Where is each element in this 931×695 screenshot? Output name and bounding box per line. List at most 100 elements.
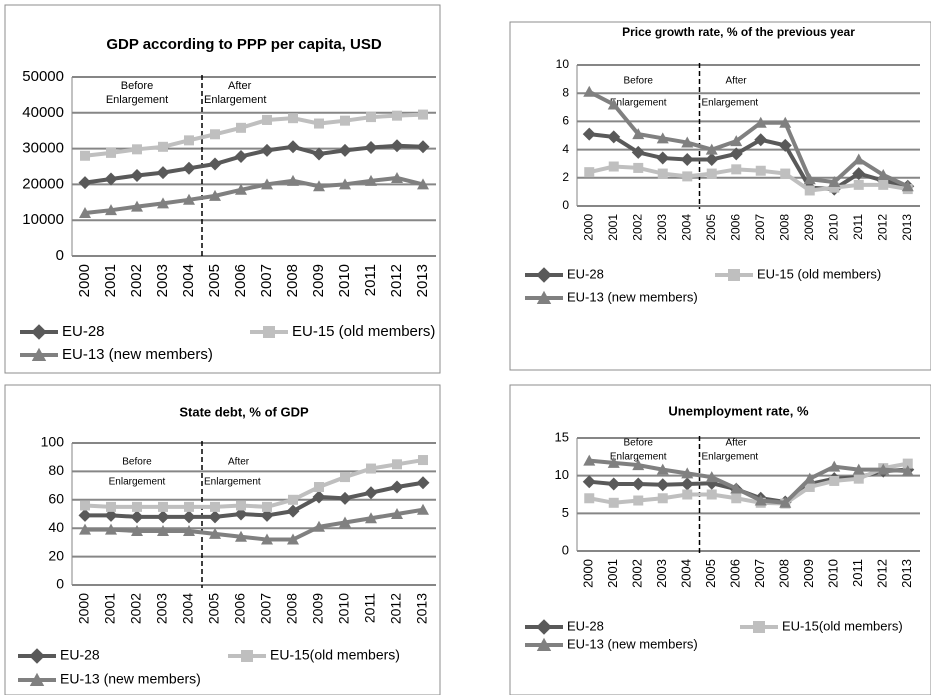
x-tick-label: 2007	[753, 214, 767, 241]
x-tick-label: 2013	[899, 559, 914, 588]
before-label: Enlargement	[610, 452, 667, 463]
marker	[417, 178, 429, 190]
before-label: Before	[121, 80, 153, 92]
legend-label: EU-15(old members)	[270, 647, 400, 663]
marker	[104, 508, 118, 522]
legend-label: EU-15 (old members)	[292, 323, 435, 340]
marker	[392, 459, 402, 470]
marker	[131, 200, 143, 212]
x-tick-label: 2006	[728, 559, 743, 588]
marker	[132, 144, 142, 155]
marker	[288, 113, 298, 124]
marker	[365, 512, 377, 524]
series-line	[589, 458, 908, 505]
marker	[853, 179, 864, 190]
y-tick-label: 10000	[22, 211, 64, 228]
marker	[730, 482, 743, 494]
x-tick-label: 2008	[284, 593, 300, 624]
marker	[262, 501, 272, 512]
marker	[853, 473, 864, 484]
marker	[338, 143, 352, 157]
marker	[803, 472, 816, 484]
before-label: Enlargement	[109, 477, 166, 488]
marker	[313, 180, 325, 192]
x-tick-label: 2007	[752, 559, 767, 588]
marker	[132, 501, 142, 512]
marker	[288, 494, 298, 505]
y-tick-label: 40	[48, 519, 64, 535]
y-tick-label: 2	[562, 170, 569, 184]
marker	[582, 127, 596, 141]
marker	[339, 178, 351, 190]
x-tick-label: 2002	[630, 559, 645, 588]
x-tick-label: 2001	[605, 559, 620, 588]
marker	[780, 168, 791, 179]
before-label: Before	[122, 457, 152, 468]
x-tick-label: 2004	[679, 559, 694, 588]
x-tick-label: 2002	[630, 214, 644, 241]
marker	[536, 267, 552, 283]
marker	[106, 147, 116, 158]
x-tick-label: 2008	[284, 264, 301, 297]
marker	[29, 648, 45, 664]
marker	[779, 496, 792, 508]
marker	[392, 110, 402, 121]
marker	[29, 672, 45, 686]
marker	[803, 173, 816, 185]
x-tick-label: 2000	[76, 264, 93, 297]
marker	[656, 132, 669, 144]
x-tick-label: 2004	[180, 264, 197, 297]
marker	[852, 153, 865, 165]
x-tick-label: 2004	[180, 593, 196, 624]
marker	[607, 98, 620, 110]
y-tick-label: 6	[562, 114, 569, 128]
y-tick-label: 8	[562, 85, 569, 99]
marker	[828, 460, 841, 472]
x-tick-label: 2010	[826, 214, 840, 241]
x-tick-label: 2011	[362, 264, 379, 296]
marker	[390, 480, 404, 494]
after-label: Enlargement	[702, 98, 759, 109]
marker	[852, 167, 866, 181]
marker	[633, 495, 644, 506]
marker	[78, 176, 92, 190]
marker	[366, 112, 376, 123]
marker	[338, 491, 352, 505]
chart-panel: State debt, % of GDP 0 20 40 60 80 100 2000 2001…	[4, 384, 441, 695]
y-tick-label: 10	[556, 57, 570, 71]
marker	[416, 476, 430, 490]
y-tick-label: 50000	[22, 68, 64, 85]
legend-label: EU-13 (new members)	[60, 671, 201, 687]
x-tick-label: 2004	[679, 214, 693, 241]
chart-panel: Unemployment rate, % 0 5 10 15 2000 2001 2002 20…	[509, 384, 931, 695]
marker	[312, 490, 326, 504]
marker	[706, 168, 717, 179]
marker	[878, 179, 889, 190]
marker	[261, 178, 273, 190]
y-tick-label: 100	[41, 434, 65, 450]
x-tick-label: 2006	[728, 214, 742, 241]
y-tick-label: 0	[562, 198, 569, 212]
x-tick-label: 2010	[826, 559, 841, 588]
chart-panel: GDP according to PPP per capita, USD 0 100…	[4, 4, 441, 374]
marker	[682, 489, 693, 500]
marker	[130, 510, 144, 524]
marker	[682, 171, 693, 182]
marker	[681, 136, 694, 148]
chart-frame	[509, 21, 931, 371]
x-tick-label: 2010	[336, 593, 352, 624]
x-tick-label: 2013	[900, 214, 914, 241]
marker	[340, 472, 350, 483]
x-tick-label: 2011	[851, 214, 865, 240]
marker	[632, 459, 645, 471]
before-label: Enlargement	[610, 98, 667, 109]
x-tick-label: 2005	[206, 593, 222, 624]
marker	[754, 494, 767, 506]
chart-frame	[4, 384, 441, 695]
marker	[728, 269, 740, 281]
x-tick-label: 2000	[581, 559, 596, 588]
series-line	[85, 507, 424, 542]
marker	[705, 152, 719, 166]
x-tick-label: 2007	[258, 593, 274, 624]
marker	[391, 508, 403, 519]
